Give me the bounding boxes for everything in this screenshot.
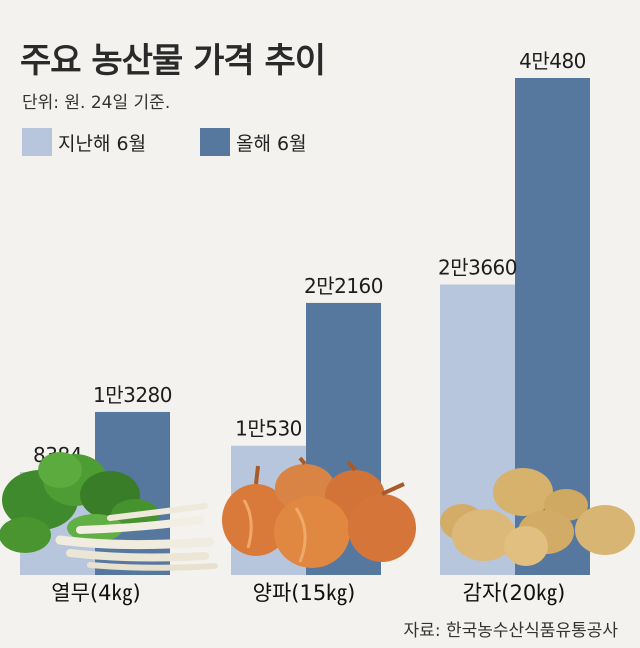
potato-icon: [440, 468, 635, 566]
value-label-this-year-2: 4만480: [519, 49, 586, 73]
legend-label-last-year: 지난해 6월: [58, 133, 146, 155]
legend: 지난해 6월 올해 6월: [22, 128, 307, 156]
legend-swatch-this-year: [200, 128, 230, 156]
category-label-1: 양파(15㎏): [253, 581, 356, 606]
chart-title: 주요 농산물 가격 추이: [20, 41, 325, 81]
value-label-last-year-1: 1만530: [235, 417, 302, 441]
value-labels: 83841만32801만5302만21602만36604만480: [33, 49, 586, 467]
value-label-this-year-0: 1만3280: [93, 383, 172, 407]
category-label-0: 열무(4㎏): [51, 581, 140, 606]
source-note: 자료: 한국농수산식품유통공사: [404, 621, 619, 641]
value-label-last-year-2: 2만3660: [438, 256, 517, 280]
radish-icon: [0, 452, 218, 571]
chart-subtitle: 단위: 원. 24일 기준.: [22, 93, 170, 113]
category-label-2: 감자(20㎏): [463, 581, 566, 606]
onion-icon: [222, 456, 416, 568]
value-label-this-year-1: 2만2160: [304, 274, 383, 298]
category-labels: 열무(4㎏) 양파(15㎏) 감자(20㎏): [51, 581, 565, 606]
legend-label-this-year: 올해 6월: [236, 133, 307, 155]
legend-swatch-last-year: [22, 128, 52, 156]
